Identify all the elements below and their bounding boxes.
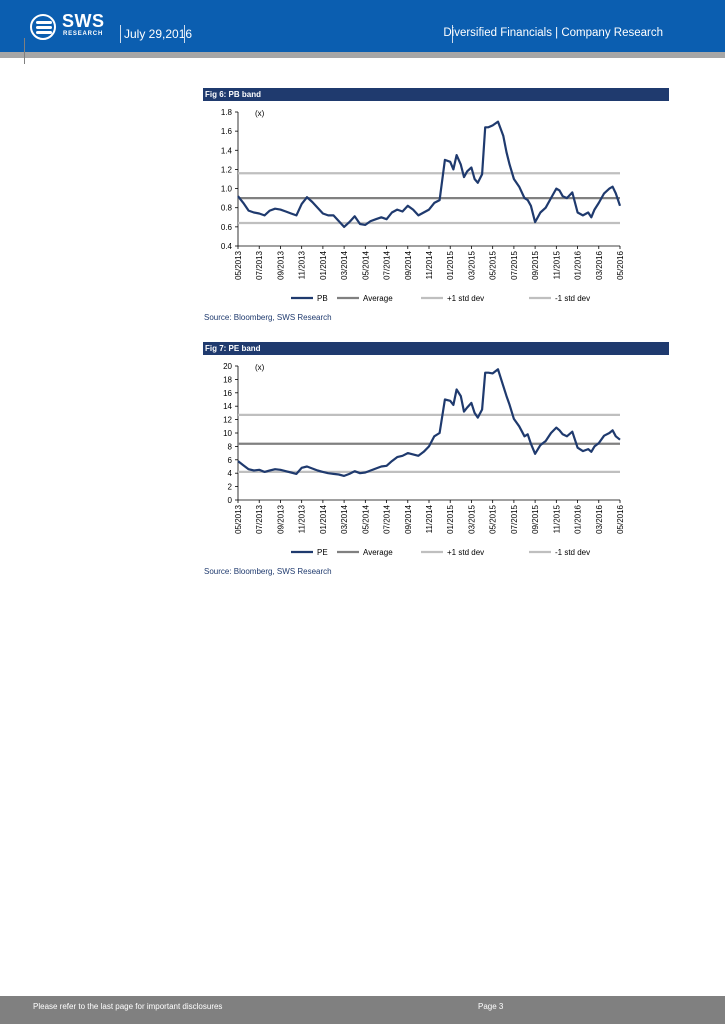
x-tick-label: 07/2015 bbox=[510, 250, 519, 279]
y-tick-label: 6 bbox=[228, 456, 233, 465]
legend-label: PE bbox=[317, 548, 328, 557]
pb-band-chart: 0.4 0.6 0.8 1.0 1.2 1.4 1.6 1.8 (x) 05/2013 07/201… bbox=[203, 103, 669, 310]
figure-source: Source: Bloomberg, SWS Research bbox=[204, 313, 332, 322]
y-tick-label: 0 bbox=[228, 496, 233, 505]
x-tick-label: 05/2016 bbox=[616, 250, 625, 279]
series-line-pe bbox=[237, 368, 621, 478]
x-tick-label: 09/2015 bbox=[531, 250, 540, 279]
x-tick-label: 09/2015 bbox=[531, 504, 540, 533]
y-tick-label: 0.8 bbox=[221, 204, 233, 213]
x-tick-label: 07/2014 bbox=[383, 504, 392, 533]
legend-label: -1 std dev bbox=[555, 294, 590, 303]
y-tick-label: 0.6 bbox=[221, 223, 233, 232]
header-divider bbox=[184, 25, 185, 43]
x-tick-label: 11/2014 bbox=[425, 250, 434, 279]
x-tick-label: 11/2015 bbox=[552, 504, 561, 533]
pb-band-svg: 0.4 0.6 0.8 1.0 1.2 1.4 1.6 1.8 (x) 05/2013 07/201… bbox=[221, 108, 625, 303]
x-tick-label: 07/2013 bbox=[255, 504, 264, 533]
page-number: Page 3 bbox=[478, 1002, 504, 1011]
y-tick-label: 1.6 bbox=[221, 127, 233, 136]
y-tick-label: 8 bbox=[228, 442, 233, 451]
x-tick-label: 03/2015 bbox=[467, 504, 476, 533]
page-header: SWS RESEARCH July 29,2016 Diversified Fi… bbox=[0, 0, 725, 52]
logo-text: SWS bbox=[62, 11, 105, 31]
x-tick-label: 01/2014 bbox=[319, 250, 328, 279]
y-tick-label: 14 bbox=[223, 402, 232, 411]
pe-band-chart: 0 2 4 6 8 10 12 14 16 18 20 (x) 05/2013 07/2013 09/201… bbox=[203, 357, 669, 564]
y-tick-label: 1.2 bbox=[221, 165, 233, 174]
legend-label: PB bbox=[317, 294, 328, 303]
y-tick-label: 16 bbox=[223, 389, 232, 398]
x-tick-label: 05/2016 bbox=[616, 504, 625, 533]
y-tick-label: 2 bbox=[228, 483, 233, 492]
figure-source: Source: Bloomberg, SWS Research bbox=[204, 567, 332, 576]
y-tick-label: 18 bbox=[223, 375, 232, 384]
y-tick-label: 4 bbox=[228, 469, 233, 478]
legend-label: +1 std dev bbox=[447, 548, 484, 557]
y-tick-label: 1.4 bbox=[221, 146, 233, 155]
figure-title: Fig 6: PB band bbox=[203, 88, 669, 101]
x-tick-label: 05/2014 bbox=[361, 250, 370, 279]
x-tick-label: 05/2015 bbox=[489, 504, 498, 533]
legend-label: -1 std dev bbox=[555, 548, 590, 557]
y-tick-label: 1.0 bbox=[221, 185, 233, 194]
y-tick-label: 10 bbox=[223, 429, 232, 438]
x-tick-label: 09/2013 bbox=[276, 250, 285, 279]
series-line-pb bbox=[237, 120, 622, 229]
x-tick-label: 03/2016 bbox=[595, 504, 604, 533]
y-tick-label: 12 bbox=[223, 416, 232, 425]
page-footer bbox=[0, 996, 725, 1024]
x-tick-label: 11/2015 bbox=[552, 250, 561, 279]
footer-disclaimer: Please refer to the last page for import… bbox=[33, 1002, 223, 1011]
header-divider bbox=[120, 25, 121, 43]
x-tick-label: 09/2013 bbox=[276, 504, 285, 533]
logo-subtext: RESEARCH bbox=[63, 31, 104, 37]
y-tick-label: 0.4 bbox=[221, 242, 233, 251]
unit-label: (x) bbox=[255, 363, 265, 372]
x-tick-label: 11/2014 bbox=[425, 504, 434, 533]
x-tick-label: 09/2014 bbox=[404, 504, 413, 533]
legend-label: Average bbox=[363, 548, 393, 557]
x-tick-label: 05/2013 bbox=[234, 504, 243, 533]
x-tick-label: 07/2013 bbox=[255, 250, 264, 279]
x-tick-label: 03/2016 bbox=[595, 250, 604, 279]
x-tick-label: 01/2016 bbox=[574, 250, 583, 279]
x-tick-label: 05/2014 bbox=[361, 504, 370, 533]
x-tick-label: 07/2015 bbox=[510, 504, 519, 533]
x-tick-label: 03/2014 bbox=[340, 250, 349, 279]
figure-title: Fig 7: PE band bbox=[203, 342, 669, 355]
x-tick-label: 07/2014 bbox=[383, 250, 392, 279]
unit-label: (x) bbox=[255, 109, 265, 118]
x-tick-label: 01/2015 bbox=[446, 504, 455, 533]
x-tick-label: 05/2015 bbox=[489, 250, 498, 279]
margin-tick bbox=[24, 38, 25, 64]
header-divider bbox=[452, 25, 453, 43]
x-tick-label: 01/2014 bbox=[319, 504, 328, 533]
x-tick-label: 05/2013 bbox=[234, 250, 243, 279]
x-tick-label: 03/2014 bbox=[340, 504, 349, 533]
x-tick-label: 01/2016 bbox=[574, 504, 583, 533]
header-strip bbox=[0, 52, 725, 58]
x-tick-label: 09/2014 bbox=[404, 250, 413, 279]
sws-logo-icon bbox=[30, 14, 56, 40]
y-tick-label: 1.8 bbox=[221, 108, 233, 117]
legend-label: Average bbox=[363, 294, 393, 303]
legend-label: +1 std dev bbox=[447, 294, 484, 303]
report-date: July 29,2016 bbox=[124, 27, 193, 41]
x-tick-label: 01/2015 bbox=[446, 250, 455, 279]
x-tick-label: 11/2013 bbox=[298, 504, 307, 533]
x-tick-label: 11/2013 bbox=[298, 250, 307, 279]
report-section: Diversified Financials | Company Researc… bbox=[443, 27, 663, 39]
x-tick-label: 03/2015 bbox=[467, 250, 476, 279]
pe-band-svg: 0 2 4 6 8 10 12 14 16 18 20 (x) 05/2013 07/2013 09/201… bbox=[223, 362, 625, 557]
y-tick-label: 20 bbox=[223, 362, 232, 371]
